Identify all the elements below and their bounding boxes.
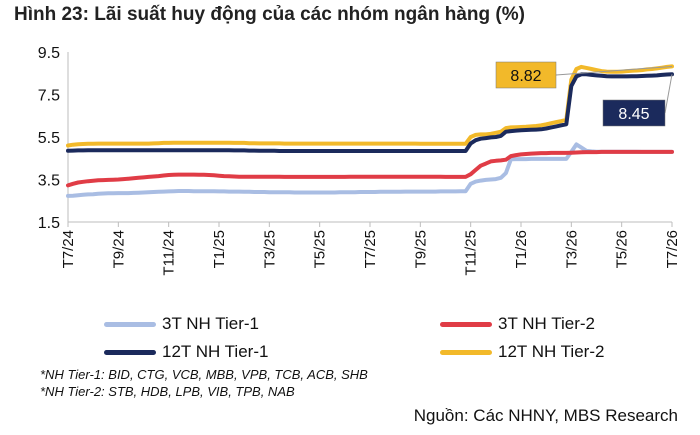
legend-item-2: 3T NH Tier-2: [440, 314, 595, 334]
x-tick-label: T7/25: [362, 230, 379, 268]
legend-swatch: [104, 350, 156, 356]
note-tier-2: *NH Tier-2: STB, HDB, LPB, VIB, TPB, NAB: [40, 384, 295, 399]
y-tick-label: 9.5: [38, 45, 60, 62]
callout-leader: [555, 65, 673, 76]
x-tick-label: T9/25: [412, 230, 429, 268]
legend-swatch: [440, 350, 492, 356]
callout-box: [495, 61, 557, 89]
legend-label: 3T NH Tier-2: [498, 314, 595, 333]
x-tick-label: T1/25: [211, 230, 228, 268]
source-note: Nguồn: Các NHNY, MBS Research: [413, 406, 678, 425]
x-tick-label: T3/26: [563, 230, 580, 268]
y-tick-label: 7.5: [38, 88, 60, 105]
y-tick-label: 1.5: [38, 215, 60, 232]
callout-box: [602, 99, 666, 127]
line-chart: 1.5 3.5 5.5 7.5 9.5 T7/24 T9/24 T11/24 T1/25 T3/2…: [38, 45, 681, 276]
callout-label: 8.45: [618, 106, 649, 123]
x-tick-label: T9/24: [110, 230, 127, 268]
legend-swatch: [440, 322, 492, 328]
legend-label: 12T NH Tier-2: [498, 342, 605, 361]
y-tick-label: 5.5: [38, 130, 60, 147]
series-line-4: [66, 64, 674, 148]
callout-leader: [664, 74, 673, 114]
x-tick-label: T11/24: [161, 230, 178, 276]
y-tick-label: 3.5: [38, 173, 60, 190]
figure-title: Hình 23: Lãi suất huy động của các nhóm …: [14, 4, 525, 25]
x-tick-label: T3/25: [261, 230, 278, 268]
legend-item-1: 3T NH Tier-1: [104, 314, 259, 334]
x-tick-label: T7/24: [60, 230, 77, 268]
legend-item-4: 12T NH Tier-2: [440, 342, 604, 362]
x-tick-label: T5/25: [312, 230, 329, 268]
series-line-2: [66, 149, 674, 188]
x-tick-label: T7/26: [664, 230, 681, 268]
legend-swatch: [104, 322, 156, 328]
legend-item-3: 12T NH Tier-1: [104, 342, 268, 362]
legend-label: 3T NH Tier-1: [162, 314, 259, 333]
callout-label: 8.82: [510, 68, 541, 85]
legend-label: 12T NH Tier-1: [162, 342, 269, 361]
x-tick-label: T11/25: [463, 230, 480, 276]
x-tick-label: T1/26: [513, 230, 530, 268]
series-line-3: [66, 72, 674, 153]
note-tier-1: *NH Tier-1: BID, CTG, VCB, MBB, VPB, TCB…: [40, 367, 368, 382]
x-tick-label: T5/26: [614, 230, 631, 268]
